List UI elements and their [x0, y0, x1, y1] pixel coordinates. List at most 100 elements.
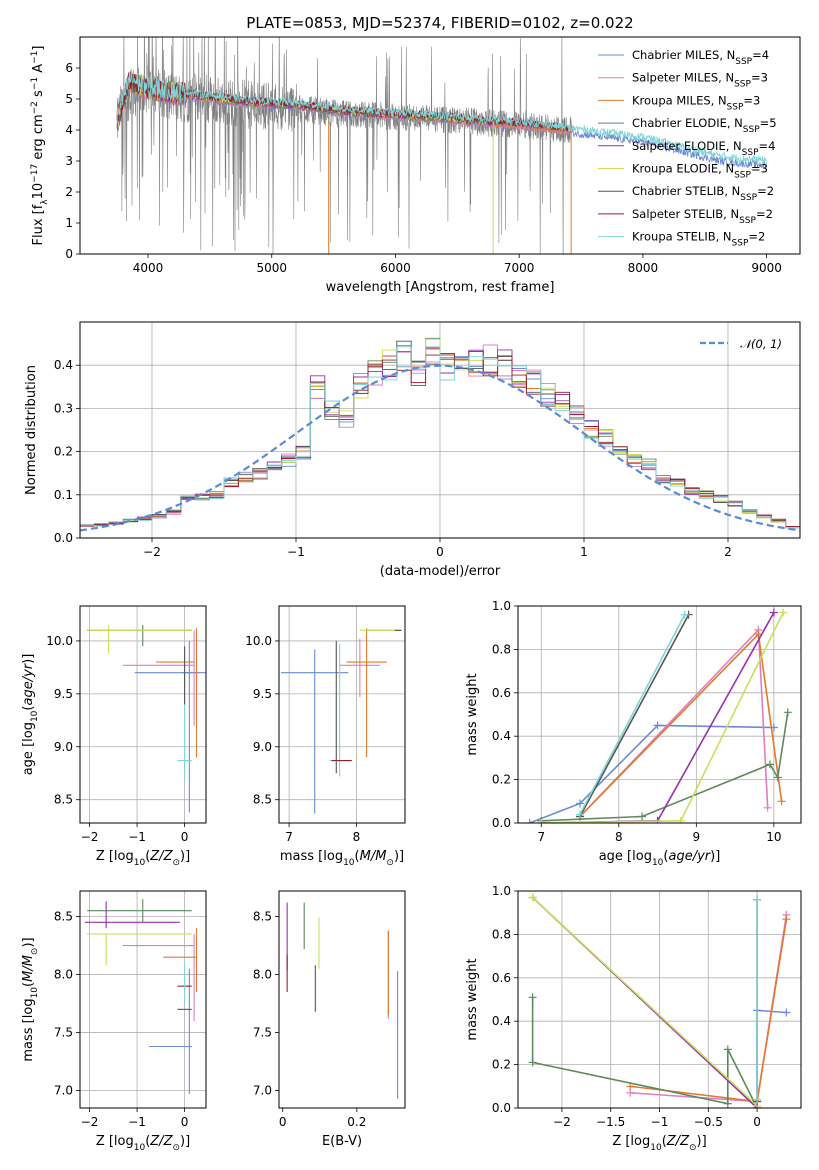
weight-marker — [783, 708, 792, 717]
label-part: mass [log — [280, 849, 343, 864]
legend-label: Kroupa ELODIE, NSSP=3 — [632, 162, 768, 181]
label-part: )] — [180, 849, 190, 864]
y-tick-label: 0.4 — [492, 1014, 511, 1028]
label-part: )] — [697, 1134, 707, 1149]
label-part: =4 — [752, 48, 769, 62]
weight-marker — [723, 1045, 732, 1054]
label-part: age [log — [21, 722, 36, 775]
x-tick-label: 6000 — [380, 261, 411, 275]
y-axis-label: mass [log10(M/M⊙)] — [21, 937, 40, 1061]
y-tick-label: 1.0 — [492, 884, 511, 898]
label-part: Kroupa STELIB, N — [632, 230, 732, 244]
x-tick-label: 0 — [279, 1115, 287, 1129]
x-tick-label: −2 — [81, 830, 99, 844]
y-tick-label: 2 — [65, 185, 73, 199]
x-axis-label: E(B-V) — [322, 1134, 362, 1149]
label-part: 10 — [652, 858, 664, 868]
label-part: wavelength [Angstrom, rest frame] — [326, 280, 555, 295]
model-spectrum-kroupa-elodie — [116, 72, 495, 128]
mass-vs-ebv-panel: 0 0.2 7.0 7.5 8.0 8.5 E(B-V) — [253, 890, 406, 1149]
label-part: =2 — [757, 184, 774, 198]
label-part: =2 — [756, 207, 773, 221]
plot-area — [84, 899, 198, 1095]
label-part: age/yr — [668, 849, 711, 864]
label-part: Z [log — [612, 1134, 650, 1149]
weight-line-chabrier-elodie — [531, 997, 758, 1108]
y-tick-label: 7.0 — [253, 1084, 272, 1098]
x-axis-label: (data-model)/error — [380, 564, 501, 579]
y-tick-label: 8.5 — [54, 910, 73, 924]
y-tick-label: 1 — [65, 216, 73, 230]
label-part: ] — [31, 46, 46, 51]
label-part: =2 — [748, 230, 765, 244]
weight-line-chabrier-stelib — [579, 614, 690, 817]
weight-line-chabrier-miles — [756, 1009, 787, 1108]
x-tick-label: −1 — [128, 830, 146, 844]
weight-marker — [576, 799, 585, 808]
legend-label: Salpeter MILES, NSSP=3 — [632, 71, 768, 90]
label-part: Kroupa ELODIE, N — [632, 162, 734, 176]
label-part: ( — [663, 849, 668, 864]
x-tick-label: −1.5 — [596, 1115, 625, 1129]
y-tick-label: 5 — [65, 92, 73, 106]
y-tick-label: 0.4 — [54, 358, 73, 372]
x-tick-label: 0 — [181, 830, 189, 844]
age-vs-mass-panel: 7 8 8.5 9.0 9.5 10.0 mass [log10(M/M⊙)] — [245, 605, 406, 868]
label-part: =4 — [759, 139, 776, 153]
y-tick-label: 10.0 — [46, 634, 73, 648]
label-part: Z/Z — [149, 1134, 173, 1149]
axes-frame — [517, 605, 802, 824]
legend-label: Chabrier STELIB, NSSP=2 — [632, 184, 774, 203]
label-part: mass weight — [465, 958, 480, 1040]
label-part: Chabrier ELODIE, N — [632, 116, 743, 130]
legend-label: Chabrier MILES, NSSP=4 — [632, 48, 769, 67]
weight-marker — [769, 608, 778, 617]
plot-area — [87, 625, 206, 813]
label-part: s — [31, 90, 46, 101]
label-part: Chabrier STELIB, N — [632, 184, 740, 198]
x-tick-label: 7 — [537, 830, 545, 844]
label-part: Z [log — [96, 849, 134, 864]
x-tick-label: 8 — [615, 830, 623, 844]
x-axis-label: wavelength [Angstrom, rest frame] — [326, 280, 555, 295]
weight-marker — [528, 993, 537, 1002]
label-part: mass [log — [21, 998, 36, 1061]
label-part: =3 — [751, 71, 768, 85]
plot-area — [80, 337, 800, 532]
weight-marker — [773, 773, 782, 782]
plot-area — [286, 902, 399, 1099]
weight-marker — [723, 1099, 732, 1108]
label-part: age [log — [599, 849, 652, 864]
plot-area — [281, 628, 402, 814]
label-part: erg cm — [31, 114, 46, 163]
x-tick-label: 9 — [693, 830, 701, 844]
x-tick-label: −2 — [143, 545, 161, 559]
weight-marker — [782, 915, 791, 924]
label-part: Flux [f — [31, 204, 46, 245]
weight-marker — [528, 1058, 537, 1067]
weight-marker — [676, 816, 685, 823]
label-part: Salpeter STELIB, N — [632, 207, 739, 221]
histogram-kroupa-stelib — [80, 346, 800, 529]
y-tick-label: 0.8 — [492, 642, 511, 656]
axes-frame — [79, 890, 207, 1109]
label-part: −17 — [30, 164, 40, 183]
label-part: ( — [145, 849, 150, 864]
x-tick-label: 0 — [181, 1115, 189, 1129]
y-tick-label: 9.0 — [54, 740, 73, 754]
label-part: SSP — [740, 193, 757, 203]
weight-vs-metallicity-panel: −2 −1.5 −1 −0.5 0 0.0 0.2 0.4 0.6 0.8 1.0 Z [log10(… — [465, 884, 802, 1153]
y-tick-label: 0.6 — [492, 686, 511, 700]
y-tick-label: 0.4 — [492, 729, 511, 743]
label-part: Kroupa MILES, N — [632, 93, 727, 107]
axes-frame — [79, 321, 801, 539]
y-tick-label: 9.5 — [253, 687, 272, 701]
x-tick-label: 8 — [353, 830, 361, 844]
y-tick-label: 8.5 — [253, 793, 272, 807]
label-part: −1 — [30, 77, 40, 90]
x-axis-label: age [log10(age/yr)] — [599, 849, 721, 868]
weight-line-chabrier-miles — [529, 724, 774, 823]
y-tick-label: 8.5 — [54, 793, 73, 807]
